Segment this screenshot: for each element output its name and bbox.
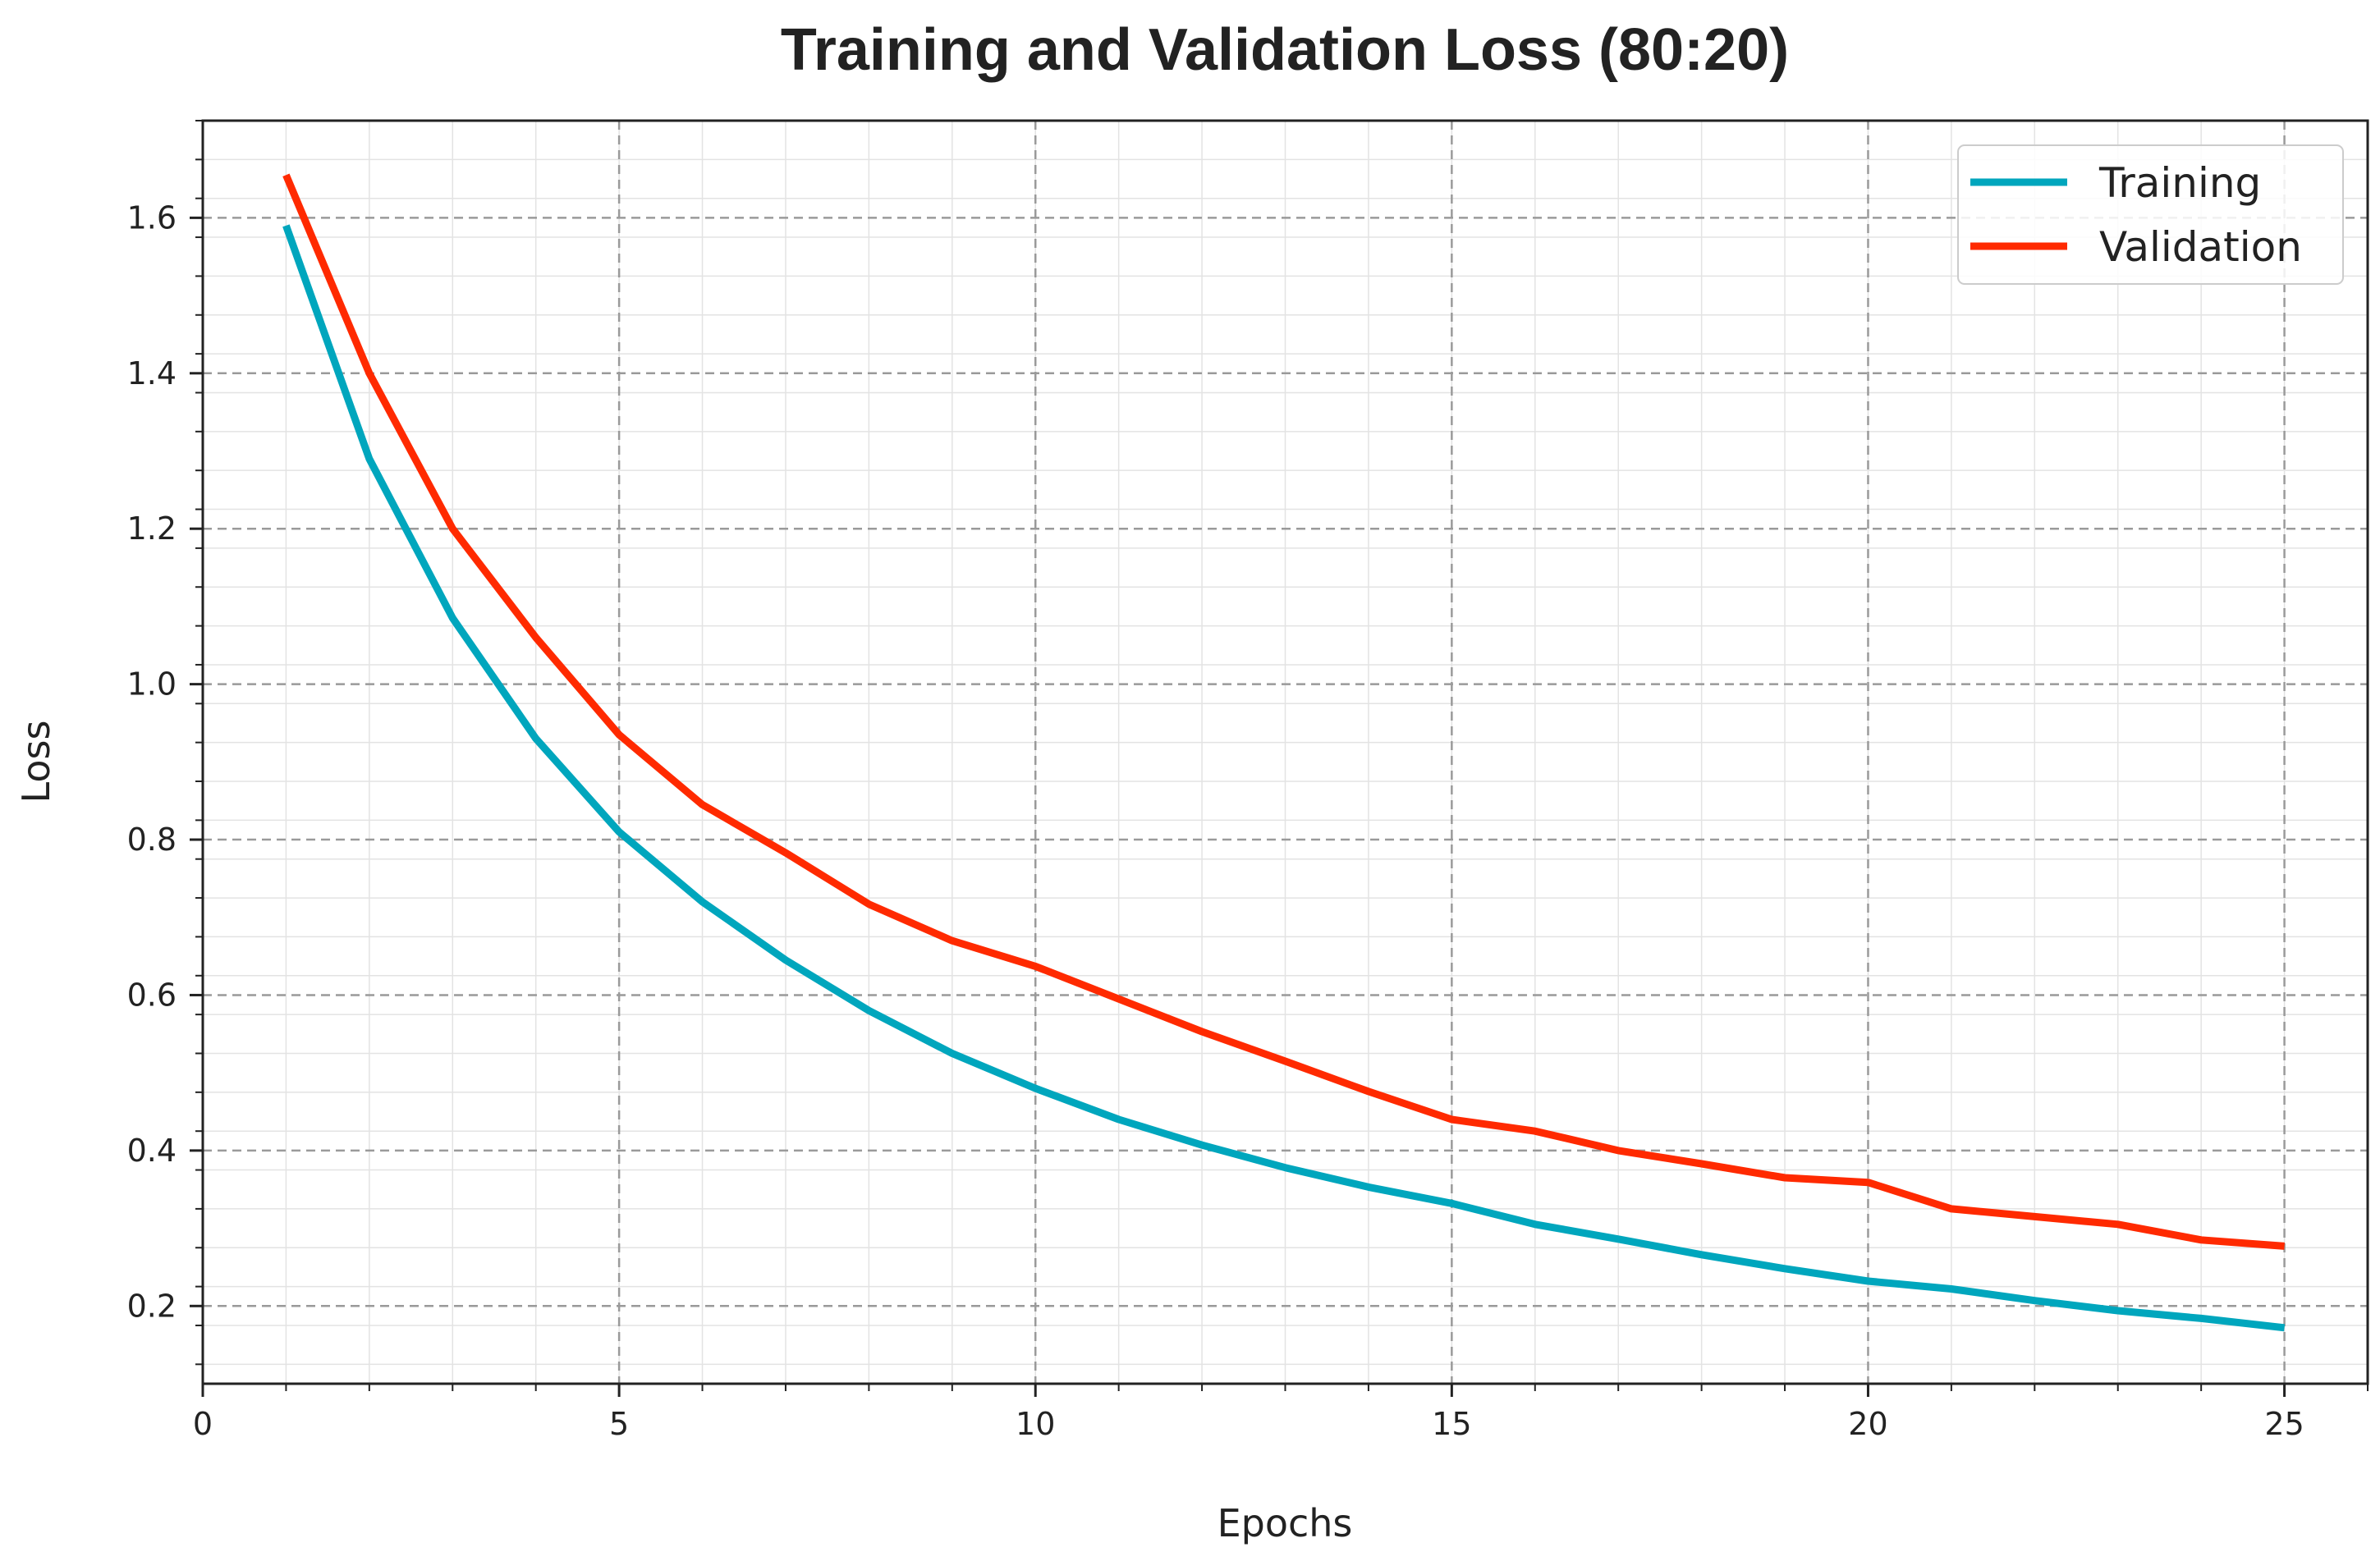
- series-line-validation: [282, 173, 2285, 1250]
- grid: [201, 120, 2369, 1384]
- y-tick-label: 1.4: [127, 355, 177, 391]
- chart-title: Training and Validation Loss (80:20): [781, 17, 1789, 83]
- y-tick-label: 0.2: [127, 1288, 177, 1324]
- y-tick-label: 1.6: [127, 199, 177, 236]
- x-tick-label: 5: [609, 1406, 629, 1442]
- legend-label-training: Training: [2098, 159, 2261, 207]
- y-tick-label: 1.2: [127, 510, 177, 547]
- y-tick-label: 1.0: [127, 666, 177, 703]
- legend: Training Validation: [1957, 144, 2344, 285]
- y-axis-label: Loss: [14, 721, 58, 803]
- x-tick-label: 15: [1432, 1406, 1471, 1442]
- y-tick-label: 0.8: [127, 822, 177, 858]
- x-tick-label: 25: [2264, 1406, 2304, 1442]
- y-tick-label: 0.4: [127, 1133, 177, 1169]
- axis-ticks: 0 5 10 15 20 25 0.2 0.4 0.6 0.8 1.0 1.2 1.4 1.6: [127, 120, 2369, 1442]
- x-axis-label: Epochs: [1218, 1501, 1353, 1545]
- x-tick-label: 0: [193, 1406, 213, 1442]
- series-line-training: [282, 224, 2286, 1332]
- series-lines: [282, 173, 2286, 1332]
- y-tick-label: 0.6: [127, 977, 177, 1013]
- legend-label-validation: Validation: [2099, 223, 2302, 271]
- x-tick-label: 20: [1848, 1406, 1887, 1442]
- x-tick-label: 10: [1016, 1406, 1055, 1442]
